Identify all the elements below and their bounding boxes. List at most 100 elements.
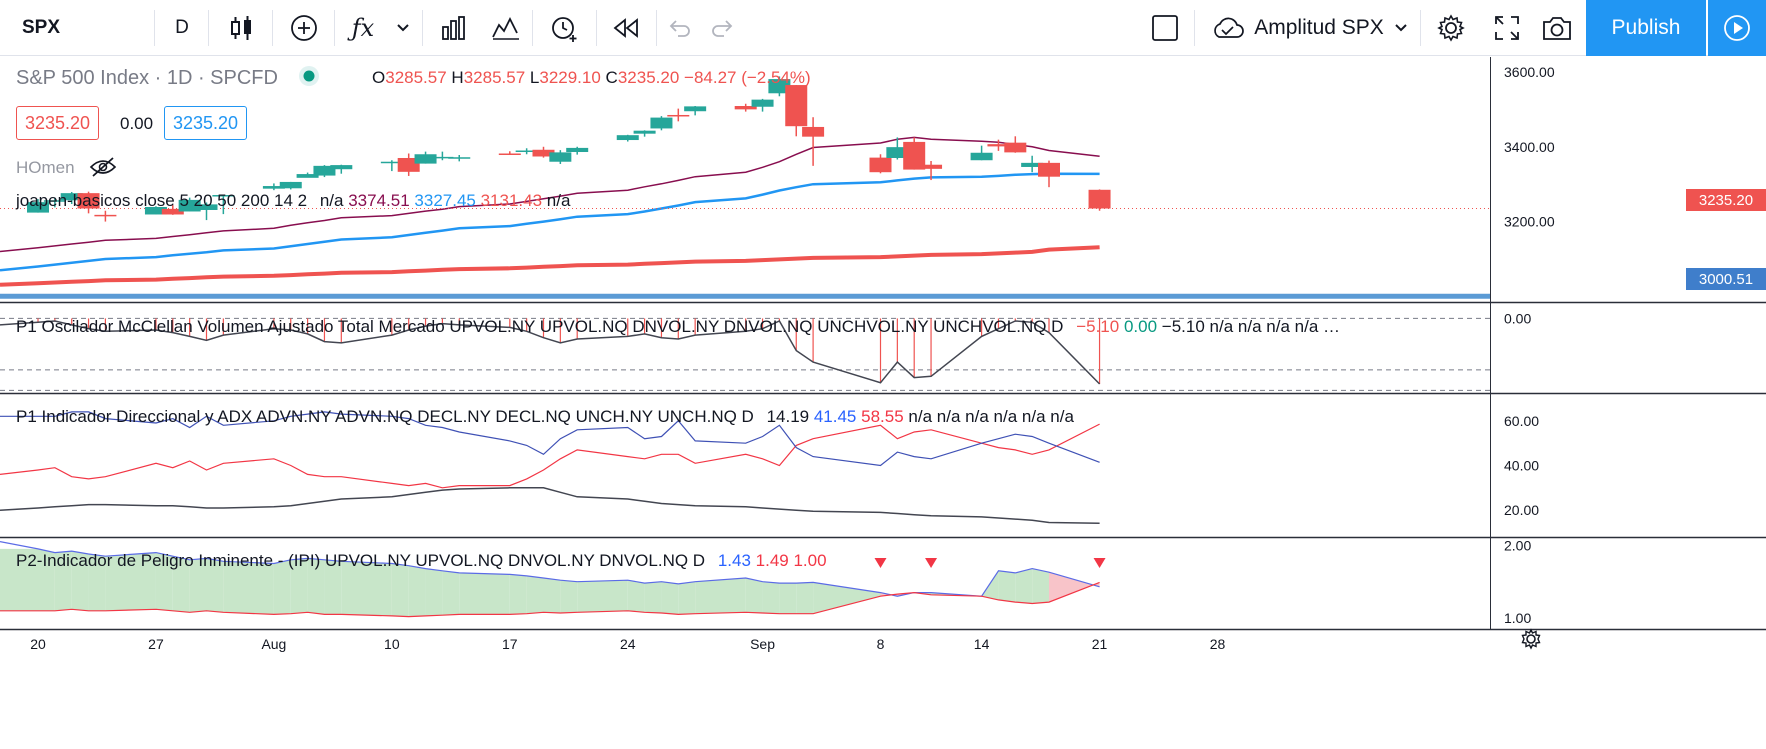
ipi-fill (509, 574, 527, 615)
time-tick-label: 20 (30, 636, 46, 652)
candle-body (397, 157, 420, 172)
candle-body (903, 141, 926, 170)
ipi-fill (762, 581, 780, 614)
ipi-lower-line (0, 581, 1100, 618)
close-value: 3235.20 (617, 68, 680, 87)
camera-icon[interactable] (1530, 0, 1584, 56)
ipi-signal-marker (925, 558, 938, 568)
ma-legend[interactable]: joapen-basicos close 5 20 50 200 14 2 n/… (16, 191, 570, 211)
candle-body (161, 208, 184, 215)
ipi-tick-label: 1.00 (1504, 610, 1531, 626)
adx-legend[interactable]: P1 Indicador Direccional y ADX ADVN.NY A… (16, 407, 1074, 427)
bar-chart-icon[interactable] (428, 0, 480, 56)
separator (1420, 10, 1421, 46)
ipi-fill (543, 578, 561, 613)
adx-value: n/a (1021, 407, 1046, 426)
ipi-fill (88, 554, 106, 611)
mcclellan-value: n/a (1237, 317, 1262, 336)
candle-body (144, 206, 167, 215)
adx-value: n/a (965, 407, 989, 426)
mcclellan-label: P1 Oscilador McClellan Volumen Ajustado … (16, 317, 1064, 336)
add-indicator-icon[interactable] (278, 0, 330, 56)
time-tick-label: 14 (974, 636, 990, 652)
candle-body (987, 144, 1010, 147)
replay-icon[interactable] (600, 0, 652, 56)
ipi-fill (1032, 568, 1049, 604)
symbol-search-button[interactable]: SPX (22, 17, 61, 38)
candle-body (650, 117, 673, 129)
time-tick-label: Aug (261, 636, 286, 652)
gear-icon (1526, 634, 1536, 644)
time-tick-label: 17 (502, 636, 518, 652)
layout-icon[interactable] (1140, 0, 1190, 56)
ma-value: n/a (319, 191, 344, 210)
ipi-fill (745, 578, 763, 613)
play-icon[interactable] (1708, 0, 1766, 56)
mcclellan-value: −5.10 (1076, 317, 1120, 336)
ipi-legend[interactable]: P2-Indicador de Peligro Inminente - (IPI… (16, 551, 827, 571)
candle-body (178, 199, 201, 212)
mcclellan-value: 0.00 (1123, 317, 1158, 336)
time-tick-label: 10 (384, 636, 400, 652)
ipi-fill (526, 575, 544, 614)
mcclellan-line (0, 320, 1101, 385)
adx-value: n/a (993, 407, 1018, 426)
high-label: H (451, 68, 464, 87)
open-label: O (372, 68, 386, 87)
chevron-down-icon (1395, 24, 1407, 32)
buy-button[interactable]: 3235.20 (164, 106, 248, 140)
candle-body (60, 193, 83, 201)
eye-off-icon[interactable] (89, 157, 117, 177)
ma50-value: 3327.45 (414, 191, 476, 210)
ipi-fill (324, 559, 342, 615)
candle-body (1038, 162, 1060, 177)
ipi-tick-label: 2.00 (1504, 537, 1531, 553)
mcclellan-value: n/a (1266, 317, 1290, 336)
chart-area[interactable]: 3600.00 3400.00 3200.00 0.00 60.00 40.00 20.00… (0, 57, 1766, 749)
chevron-down-icon[interactable] (388, 0, 418, 56)
alert-icon[interactable] (536, 0, 592, 56)
hidden-indicator-name: HOmen (16, 158, 75, 177)
ipi-fill (695, 578, 746, 614)
template-menu-button[interactable]: Amplitud SPX (1200, 0, 1418, 56)
candle-body (414, 154, 437, 164)
candle-body (43, 200, 66, 202)
sell-button[interactable]: 3235.20 (16, 106, 100, 140)
ipi-fill (206, 558, 224, 613)
time-tick-label: Sep (750, 636, 775, 652)
mcclellan-legend[interactable]: P1 Oscilador McClellan Volumen Ajustado … (16, 317, 1340, 337)
series-title[interactable]: S&P 500 Index · 1D · SPCFD (16, 67, 278, 89)
close-label: C (605, 68, 618, 87)
settings-icon[interactable] (1424, 0, 1478, 56)
ipi-fill (54, 551, 72, 611)
ipi-fill (627, 580, 645, 613)
chart-svg[interactable]: 3600.00 3400.00 3200.00 0.00 60.00 40.00 20.00… (0, 57, 1766, 749)
axis-settings-icon[interactable] (1521, 628, 1541, 650)
redo-icon[interactable] (702, 0, 742, 56)
ipi-fill (391, 563, 409, 617)
interval-button[interactable]: D (175, 17, 189, 38)
fx-icon[interactable]: ƒx (351, 14, 375, 42)
hidden-indicator-label[interactable]: HOmen (16, 157, 117, 178)
candle-body (515, 150, 538, 153)
mcclellan-value: n/a (1294, 317, 1319, 336)
adx-tick-label: 40.00 (1504, 458, 1539, 474)
ipi-fill (273, 559, 291, 615)
ipi-fill (38, 548, 55, 611)
ipi-signal-marker (1093, 558, 1106, 568)
candle-body (734, 106, 757, 110)
templates-icon[interactable] (480, 0, 532, 56)
adx-line (0, 487, 1100, 524)
separator (532, 10, 533, 46)
top-toolbar: SPX D ƒx Amplitud SPX (0, 0, 1766, 56)
fullscreen-icon[interactable] (1480, 0, 1534, 56)
mcclellan-value: … (1323, 317, 1341, 336)
ipi-fill (661, 581, 679, 615)
last-price-tag: 3235.20 (1686, 189, 1766, 211)
ma-indicator-name: joapen-basicos close 5 20 50 200 14 2 (16, 191, 308, 210)
publish-button[interactable]: Publish (1586, 0, 1706, 56)
candles-icon[interactable] (216, 0, 268, 56)
candle-body (27, 202, 49, 213)
adx-value: 14.19 (766, 407, 810, 426)
undo-icon[interactable] (660, 0, 700, 56)
